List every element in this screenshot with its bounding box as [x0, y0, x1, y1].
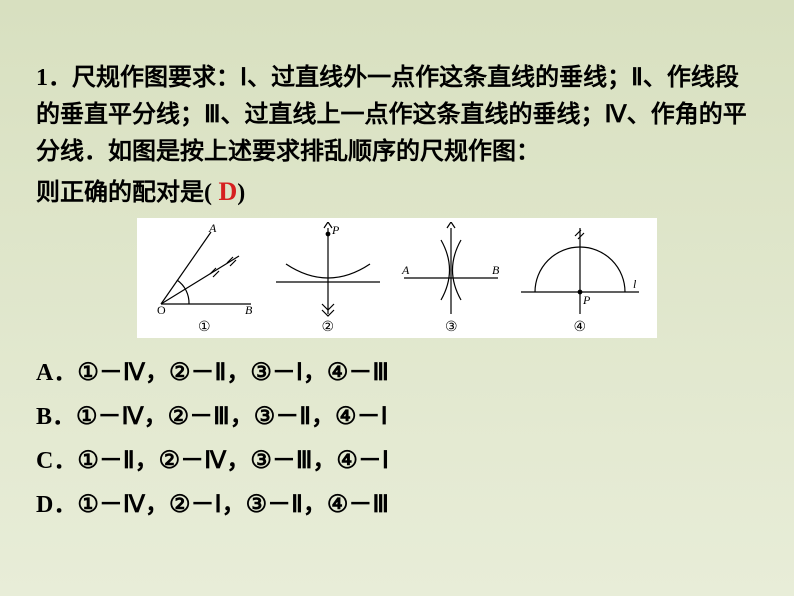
vertex-o-label: O [157, 303, 166, 317]
endpoint-a-label: A [401, 263, 410, 277]
point-p-label: P [331, 223, 340, 237]
endpoint-b-label: B [492, 263, 500, 277]
construction-perp-external-icon: P [268, 222, 388, 317]
prompt-line: 则正确的配对是( D) [36, 172, 758, 212]
figure-panel-3: A B ③ [396, 222, 506, 336]
ray-a-label: A [208, 222, 217, 235]
construction-angle-bisector-icon: O A B [149, 222, 259, 317]
answer-letter: D [212, 177, 237, 206]
figure-label-1: ① [198, 319, 211, 336]
options-block: A．①－Ⅳ，②－Ⅱ，③－Ⅰ，④－Ⅲ B．①－Ⅳ，②－Ⅲ，③－Ⅱ，④－Ⅰ C．①－… [36, 352, 758, 526]
option-d: D．①－Ⅳ，②－Ⅰ，③－Ⅱ，④－Ⅲ [36, 484, 758, 526]
construction-perp-online-icon: P l [515, 222, 645, 317]
figure-panel-4: P l ④ [515, 222, 645, 336]
figure-label-4: ④ [573, 319, 586, 336]
question-stem: 1．尺规作图要求：Ⅰ、过直线外一点作这条直线的垂线；Ⅱ、作线段的垂直平分线；Ⅲ、… [36, 60, 758, 172]
ray-b-label: B [245, 303, 253, 317]
option-b: B．①－Ⅳ，②－Ⅲ，③－Ⅱ，④－Ⅰ [36, 396, 758, 438]
figure-panel-1: O A B ① [149, 222, 259, 336]
prompt-suffix: ) [237, 180, 245, 206]
option-a: A．①－Ⅳ，②－Ⅱ，③－Ⅰ，④－Ⅲ [36, 352, 758, 394]
figure-panel-2: P ② [268, 222, 388, 336]
figure-label-2: ② [321, 319, 334, 336]
construction-perp-bisector-icon: A B [396, 222, 506, 317]
figure-box: O A B ① P ② [137, 218, 657, 338]
option-c: C．①－Ⅱ，②－Ⅳ，③－Ⅲ，④－Ⅰ [36, 440, 758, 482]
point-p-online-label: P [582, 293, 591, 307]
figure-label-3: ③ [445, 319, 458, 336]
prompt-prefix: 则正确的配对是( [36, 180, 212, 206]
line-l-label: l [633, 277, 637, 291]
